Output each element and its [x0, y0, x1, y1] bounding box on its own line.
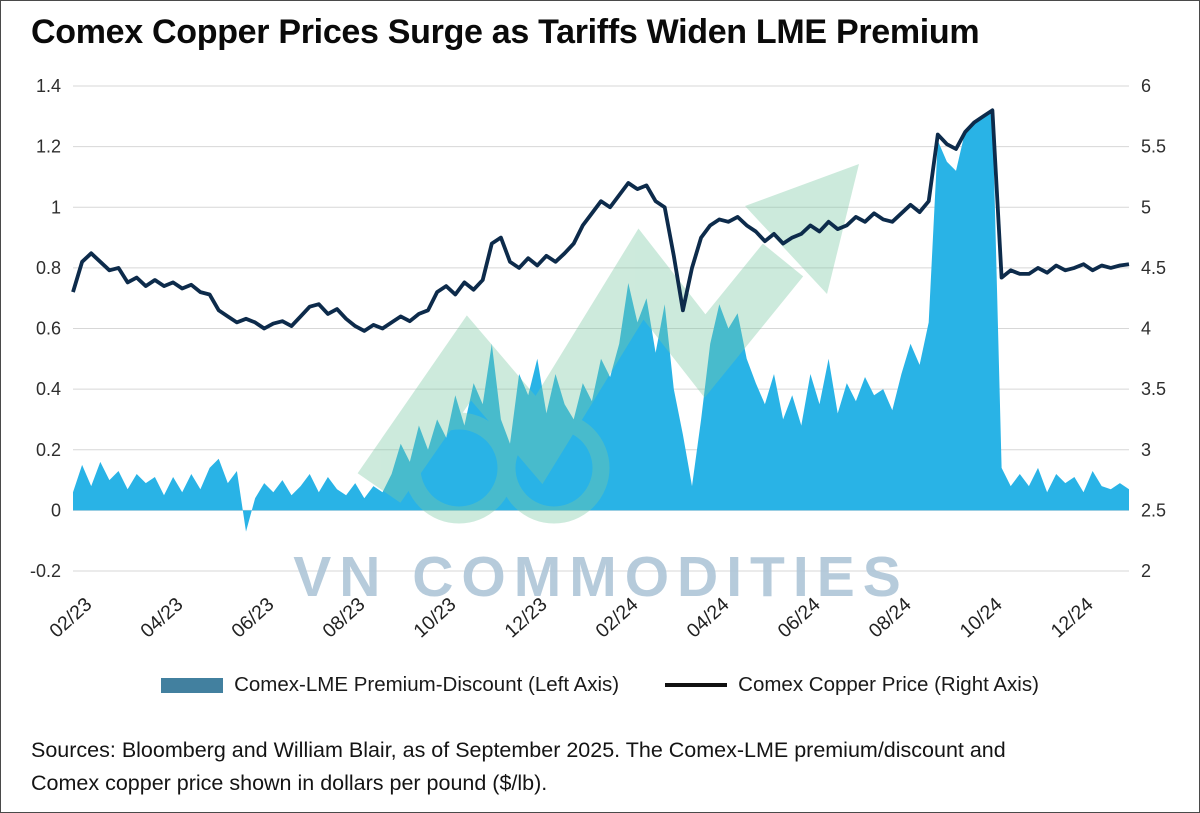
right-axis-tick-label: 6 [1141, 76, 1151, 96]
copper-premium-chart: 1.4 6 1.2 5.5 1 5 0.8 4.5 0.6 4 0.4 3.5 0.2 3 0 2.5 -0.2… [30, 76, 1166, 642]
left-axis-tick-label: 1.4 [36, 76, 61, 96]
left-axis-tick-label: 1.2 [36, 137, 61, 157]
legend-item-premium: Comex-LME Premium-Discount (Left Axis) [161, 673, 619, 697]
left-axis-tick-label: 0.6 [36, 319, 61, 339]
watermark-ring-icon [403, 412, 515, 524]
legend-label-premium: Comex-LME Premium-Discount (Left Axis) [234, 673, 620, 696]
left-axis-tick-label: 0 [51, 500, 61, 520]
site-watermark: VN COMMODITIES [293, 545, 909, 609]
left-axis-tick-label: 1 [51, 197, 61, 217]
source-line-2: Comex copper price shown in dollars per … [31, 770, 548, 795]
chart-title: Comex Copper Prices Surge as Tariffs Wid… [31, 13, 980, 51]
x-axis-tick-label: 12/24 [1047, 593, 1098, 642]
up-arrow-icon [357, 228, 804, 503]
chart-legend: Comex-LME Premium-Discount (Left Axis) C… [1, 673, 1199, 697]
x-axis-tick-label: 06/23 [227, 593, 278, 642]
right-axis-tick-label: 4.5 [1141, 258, 1166, 278]
source-note: Sources: Bloomberg and William Blair, as… [31, 734, 1173, 799]
right-axis-tick-label: 3.5 [1141, 379, 1166, 399]
legend-label-price: Comex Copper Price (Right Axis) [738, 673, 1039, 696]
right-axis-tick-label: 5 [1141, 197, 1151, 217]
watermark-ring-icon [498, 412, 610, 524]
x-axis-tick-label: 04/23 [136, 593, 187, 642]
right-axis-tick-label: 5.5 [1141, 137, 1166, 157]
left-axis-tick-label: 0.8 [36, 258, 61, 278]
price-line-swatch [665, 683, 728, 687]
right-axis-tick-label: 3 [1141, 440, 1151, 460]
x-axis-tick-label: 02/23 [45, 593, 96, 642]
growth-arrow-watermark [357, 164, 859, 524]
right-axis-tick-label: 2 [1141, 561, 1151, 581]
right-axis-tick-label: 4 [1141, 319, 1151, 339]
right-axis-tick-label: 2.5 [1141, 500, 1166, 520]
source-line-1: Sources: Bloomberg and William Blair, as… [31, 738, 1006, 762]
premium-area-swatch [161, 677, 224, 693]
legend-item-price: Comex Copper Price (Right Axis) [665, 673, 1039, 697]
arrowhead-icon [745, 164, 859, 294]
x-axis-tick-label: 10/24 [956, 593, 1007, 642]
copper-price-line [71, 108, 1130, 333]
premium-area-series [73, 110, 1129, 532]
left-axis-tick-label: -0.2 [30, 561, 61, 581]
left-axis-tick-label: 0.4 [36, 379, 61, 399]
left-axis-tick-label: 0.2 [36, 440, 61, 460]
